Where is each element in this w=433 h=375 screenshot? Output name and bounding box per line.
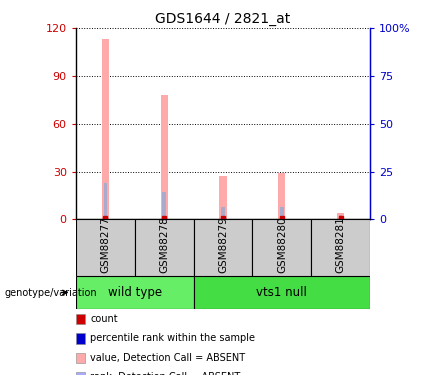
- Text: vts1 null: vts1 null: [256, 286, 307, 299]
- Text: wild type: wild type: [108, 286, 162, 299]
- Bar: [76, 276, 194, 309]
- Bar: [220, 176, 226, 219]
- Bar: [103, 183, 107, 219]
- Bar: [76, 219, 135, 276]
- Bar: [221, 207, 225, 219]
- Text: rank, Detection Call = ABSENT: rank, Detection Call = ABSENT: [90, 372, 241, 375]
- Bar: [252, 219, 311, 276]
- Bar: [162, 192, 166, 219]
- Text: GSM88278: GSM88278: [159, 216, 169, 273]
- Title: GDS1644 / 2821_at: GDS1644 / 2821_at: [155, 12, 291, 26]
- Bar: [278, 173, 285, 219]
- Bar: [311, 219, 370, 276]
- Bar: [135, 219, 194, 276]
- Bar: [339, 214, 343, 219]
- Text: GSM88281: GSM88281: [336, 216, 346, 273]
- Bar: [161, 95, 168, 219]
- Text: count: count: [90, 314, 118, 324]
- Text: genotype/variation: genotype/variation: [4, 288, 97, 297]
- Bar: [194, 219, 252, 276]
- Text: GSM88277: GSM88277: [100, 216, 110, 273]
- Text: GSM88279: GSM88279: [218, 216, 228, 273]
- Bar: [194, 276, 370, 309]
- Bar: [102, 39, 109, 219]
- Text: value, Detection Call = ABSENT: value, Detection Call = ABSENT: [90, 353, 246, 363]
- Bar: [280, 207, 284, 219]
- Text: percentile rank within the sample: percentile rank within the sample: [90, 333, 255, 343]
- Text: GSM88280: GSM88280: [277, 216, 287, 273]
- Bar: [337, 213, 344, 219]
